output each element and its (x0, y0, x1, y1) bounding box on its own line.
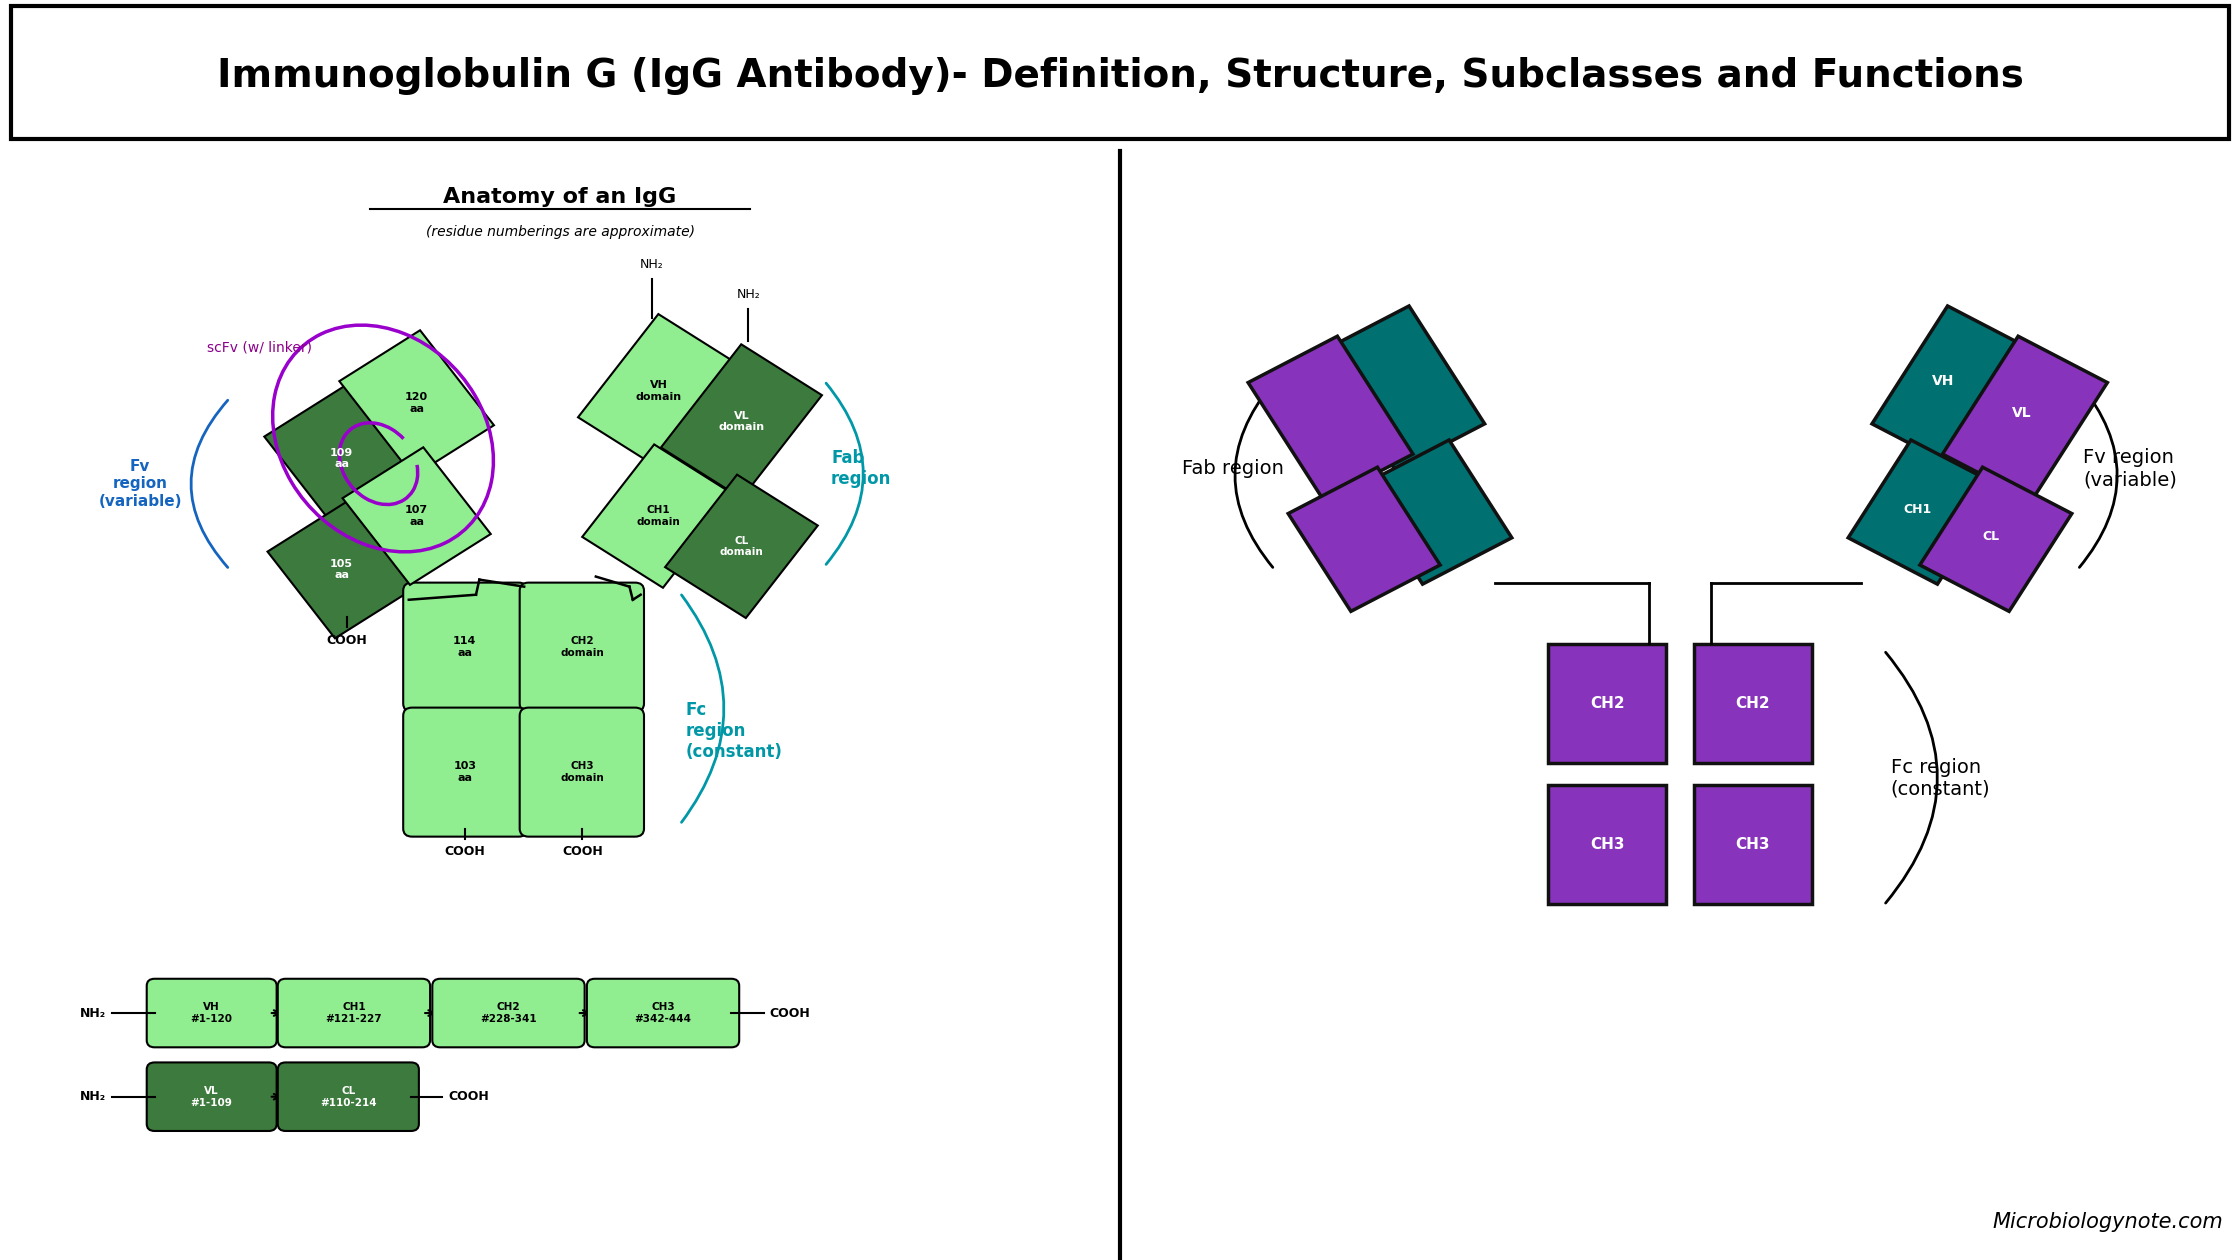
Text: VH
#1-120: VH #1-120 (190, 1002, 233, 1024)
Text: CH1
#121-227: CH1 #121-227 (325, 1002, 383, 1024)
Polygon shape (1548, 644, 1667, 764)
Text: VL
domain: VL domain (719, 411, 764, 432)
Polygon shape (338, 330, 495, 476)
FancyBboxPatch shape (587, 979, 739, 1047)
Text: 114
aa: 114 aa (452, 636, 477, 658)
Text: CH3
#342-444: CH3 #342-444 (634, 1002, 692, 1024)
Text: COOH: COOH (562, 845, 603, 858)
Text: CL
domain: CL domain (719, 536, 764, 557)
Text: COOH: COOH (771, 1007, 811, 1019)
FancyBboxPatch shape (520, 582, 645, 712)
Text: COOH: COOH (327, 634, 367, 646)
Polygon shape (343, 447, 491, 585)
Polygon shape (1548, 785, 1667, 905)
Text: Fab region: Fab region (1183, 459, 1284, 479)
Text: 109
aa: 109 aa (329, 447, 354, 470)
Polygon shape (1693, 785, 1812, 905)
Text: Fv
region
(variable): Fv region (variable) (99, 459, 181, 509)
Text: NH₂: NH₂ (81, 1090, 105, 1104)
Text: NH₂: NH₂ (737, 287, 759, 301)
Polygon shape (1248, 336, 1413, 500)
Text: Fc
region
(constant): Fc region (constant) (685, 701, 782, 761)
Polygon shape (1319, 306, 1485, 470)
Polygon shape (1920, 467, 2072, 611)
Text: NH₂: NH₂ (641, 257, 663, 271)
Polygon shape (264, 386, 419, 532)
FancyBboxPatch shape (520, 708, 645, 837)
Text: 105
aa: 105 aa (329, 558, 354, 581)
Polygon shape (582, 445, 735, 587)
FancyBboxPatch shape (432, 979, 585, 1047)
Text: CH2: CH2 (1736, 696, 1770, 711)
Polygon shape (1873, 306, 2036, 470)
Text: NH₂: NH₂ (81, 1007, 105, 1019)
FancyBboxPatch shape (278, 1062, 419, 1131)
Text: COOH: COOH (444, 845, 486, 858)
Polygon shape (661, 344, 822, 499)
Text: CL: CL (1982, 529, 2000, 543)
Text: CH2: CH2 (1590, 696, 1624, 711)
Text: Microbiologynote.com: Microbiologynote.com (1991, 1212, 2222, 1232)
FancyBboxPatch shape (146, 1062, 276, 1131)
Text: VL
#1-109: VL #1-109 (190, 1086, 233, 1108)
Text: CH1
domain: CH1 domain (636, 505, 681, 527)
Text: 107
aa: 107 aa (405, 505, 428, 527)
Polygon shape (1288, 467, 1440, 611)
Text: CH1: CH1 (1904, 503, 1931, 515)
FancyBboxPatch shape (146, 979, 276, 1047)
Text: CH3: CH3 (1590, 837, 1624, 852)
Polygon shape (578, 314, 739, 469)
Text: (residue numberings are approximate): (residue numberings are approximate) (426, 224, 694, 239)
Bar (11, 6, 2229, 139)
Polygon shape (1360, 440, 1512, 585)
FancyBboxPatch shape (403, 582, 529, 712)
FancyBboxPatch shape (278, 979, 430, 1047)
Text: COOH: COOH (448, 1090, 488, 1104)
Text: CH3: CH3 (1736, 837, 1770, 852)
Text: Fc region
(constant): Fc region (constant) (1891, 757, 1989, 799)
Text: VH
domain: VH domain (636, 381, 681, 402)
FancyBboxPatch shape (403, 708, 529, 837)
Text: VH: VH (1933, 374, 1953, 388)
Text: CL
#110-214: CL #110-214 (320, 1086, 376, 1108)
Text: Fv region
(variable): Fv region (variable) (2083, 449, 2177, 489)
Text: 120
aa: 120 aa (405, 392, 428, 415)
Text: CH3
domain: CH3 domain (560, 761, 605, 782)
Text: VL: VL (2012, 406, 2032, 421)
Text: CH2
#228-341: CH2 #228-341 (479, 1002, 538, 1024)
Text: Immunoglobulin G (IgG Antibody)- Definition, Structure, Subclasses and Functions: Immunoglobulin G (IgG Antibody)- Definit… (217, 57, 2023, 94)
Text: Fab
region: Fab region (831, 450, 892, 488)
Polygon shape (1942, 336, 2108, 500)
Text: Anatomy of an IgG: Anatomy of an IgG (444, 186, 676, 207)
Polygon shape (665, 475, 818, 617)
Text: CH2
domain: CH2 domain (560, 636, 605, 658)
Text: scFv (w/ linker): scFv (w/ linker) (206, 340, 311, 355)
Polygon shape (1693, 644, 1812, 764)
Polygon shape (267, 500, 417, 639)
Polygon shape (1848, 440, 2000, 585)
Text: 103
aa: 103 aa (452, 761, 477, 782)
